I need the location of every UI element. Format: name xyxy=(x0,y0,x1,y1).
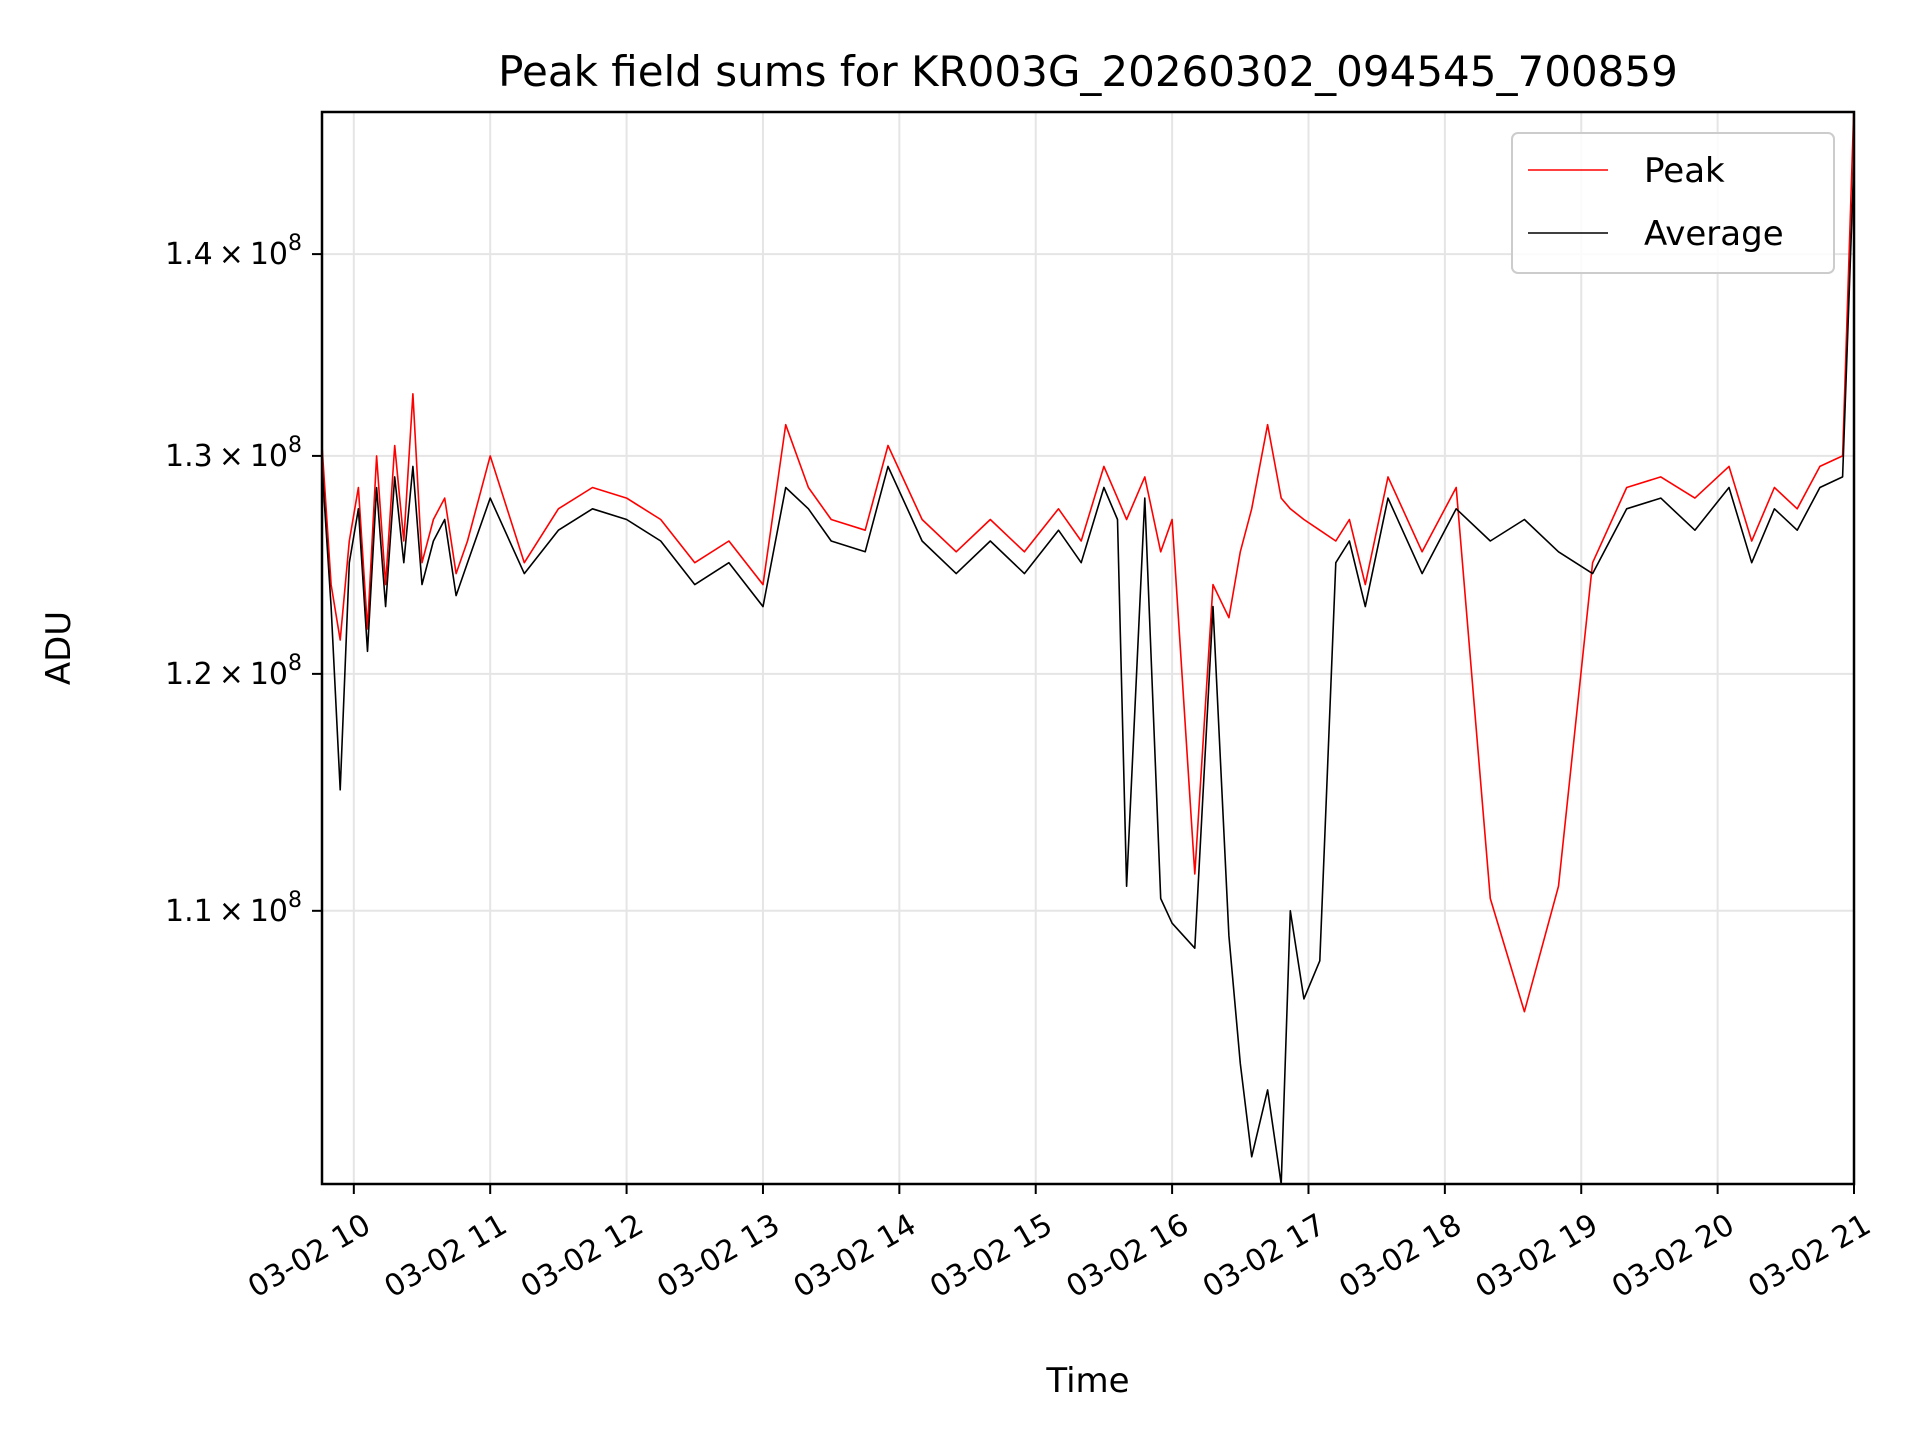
x-tick-label: 03-02 18 xyxy=(1333,1207,1467,1305)
y-tick-times: × 10 xyxy=(213,237,288,272)
y-tick-label: 1.2 × 108 xyxy=(165,651,302,692)
y-tick-exponent: 8 xyxy=(288,651,302,676)
y-tick-label: 1.1 × 108 xyxy=(165,888,302,929)
legend-label-average: Average xyxy=(1644,214,1784,254)
y-tick-times: × 10 xyxy=(213,657,288,692)
plot-area-frame xyxy=(320,110,1856,1186)
x-tick-label: 03-02 14 xyxy=(788,1207,922,1305)
y-tick-times: × 10 xyxy=(213,439,288,474)
y-tick-times: × 10 xyxy=(213,894,288,929)
y-tick-mantissa: 1.2 xyxy=(165,657,213,692)
legend-label-peak: Peak xyxy=(1644,151,1725,191)
y-tick-mantissa: 1.1 xyxy=(165,894,213,929)
x-tick-label: 03-02 21 xyxy=(1742,1207,1876,1305)
series-line-peak xyxy=(322,112,1854,1013)
y-tick-exponent: 8 xyxy=(288,888,302,913)
y-axis-label: ADU xyxy=(39,611,79,685)
y-tick-exponent: 8 xyxy=(288,433,302,458)
y-tick-exponent: 8 xyxy=(288,231,302,256)
x-tick-label: 03-02 12 xyxy=(515,1207,649,1305)
y-tick-mantissa: 1.4 xyxy=(165,237,213,272)
series-line-average xyxy=(322,158,1854,1184)
legend: Peak Average xyxy=(1511,132,1835,274)
y-tick-mantissa: 1.3 xyxy=(165,439,213,474)
chart-title: Peak field sums for KR003G_20260302_0945… xyxy=(498,47,1678,96)
series-lines xyxy=(322,112,1854,1184)
x-axis-label: Time xyxy=(1045,1361,1129,1401)
x-tick-label: 03-02 16 xyxy=(1061,1207,1195,1305)
axis-ticks: 03-02 10 03-02 11 03-02 12 03-02 13 03-02 14… xyxy=(165,231,1877,1305)
x-tick-label: 03-02 17 xyxy=(1197,1207,1331,1305)
x-tick-label: 03-02 13 xyxy=(651,1207,785,1305)
legend-box xyxy=(1511,132,1835,274)
x-tick-label: 03-02 11 xyxy=(379,1207,513,1305)
x-tick-label: 03-02 20 xyxy=(1606,1207,1740,1305)
x-tick-label: 03-02 10 xyxy=(242,1207,376,1305)
x-tick-label: 03-02 15 xyxy=(924,1207,1058,1305)
x-tick-label: 03-02 19 xyxy=(1470,1207,1604,1305)
y-tick-label: 1.3 × 108 xyxy=(165,433,302,474)
y-tick-label: 1.4 × 108 xyxy=(165,231,302,272)
